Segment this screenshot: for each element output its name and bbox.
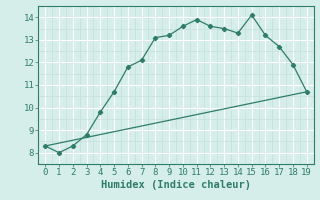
X-axis label: Humidex (Indice chaleur): Humidex (Indice chaleur) <box>101 180 251 190</box>
